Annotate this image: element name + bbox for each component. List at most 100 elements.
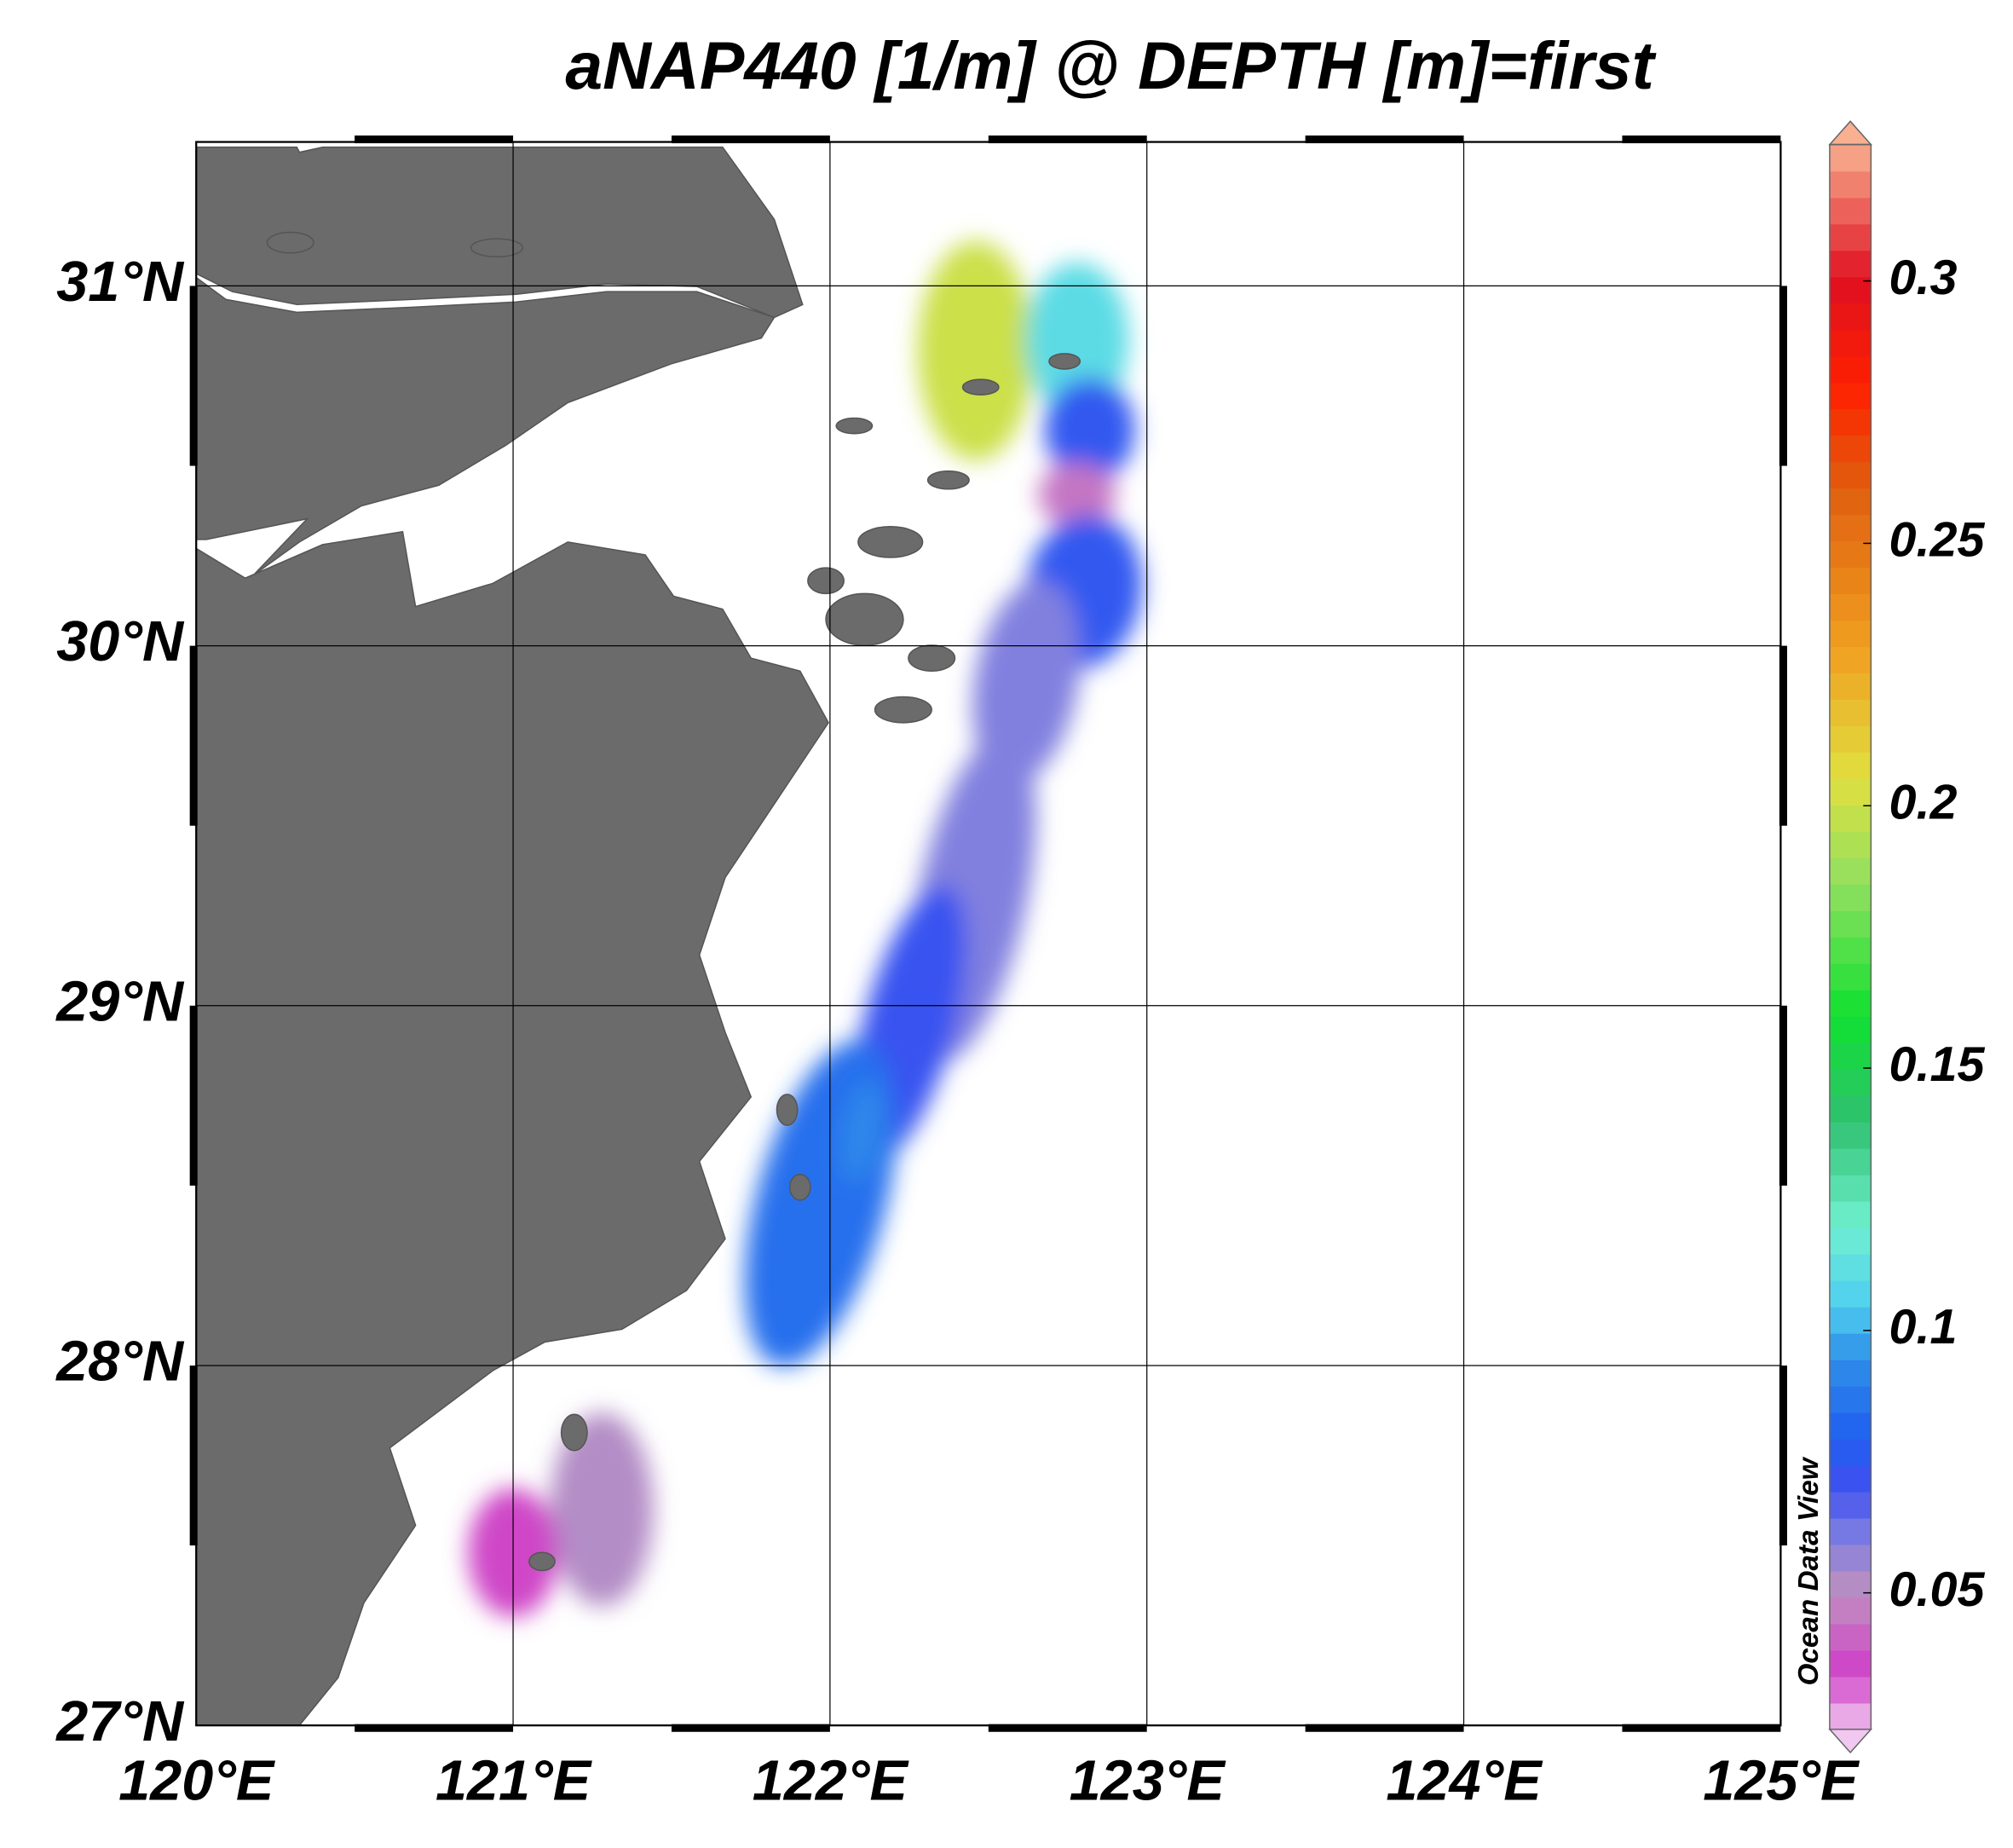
colorbar-step xyxy=(1829,1597,1872,1625)
colorbar-step xyxy=(1829,1702,1872,1730)
field-patch xyxy=(1044,378,1135,482)
island xyxy=(1048,353,1081,370)
land-south xyxy=(196,530,829,1726)
x-tick-label: 120°E xyxy=(118,1749,276,1812)
colorbar-arrow-top xyxy=(1828,120,1873,146)
colorbar-tick-label: 0.1 xyxy=(1889,1300,1958,1354)
colorbar-step xyxy=(1829,1069,1872,1096)
colorbar-step xyxy=(1829,673,1872,701)
colorbar-step xyxy=(1829,646,1872,674)
frame-bar xyxy=(189,1365,198,1546)
field-patch xyxy=(840,1080,883,1183)
colorbar-step xyxy=(1829,488,1872,516)
colorbar-step xyxy=(1829,250,1872,278)
colorbar-step xyxy=(1829,567,1872,595)
colorbar-step xyxy=(1829,725,1872,753)
island xyxy=(961,378,1000,396)
colorbar-step xyxy=(1829,1332,1872,1360)
colorbar-step xyxy=(1829,1412,1872,1440)
island xyxy=(874,696,932,724)
colorbar-tick-label: 0.25 xyxy=(1889,513,1986,568)
colorbar-step xyxy=(1829,461,1872,489)
frame-bar xyxy=(671,1724,830,1732)
field-blobs xyxy=(468,240,1143,1618)
island xyxy=(807,567,845,595)
colorbar-step xyxy=(1829,170,1872,199)
colorbar-step xyxy=(1829,1438,1872,1466)
colorbar-step xyxy=(1829,1306,1872,1334)
land-north xyxy=(196,276,776,576)
colorbar-step xyxy=(1829,1279,1872,1308)
frame-bar xyxy=(1779,1005,1787,1186)
colorbar-step xyxy=(1829,1148,1872,1175)
island xyxy=(266,231,314,254)
colorbar-step xyxy=(1829,805,1872,832)
colorbar-step xyxy=(1829,197,1872,225)
island xyxy=(776,1094,799,1126)
colorbar-step xyxy=(1829,223,1872,251)
colorbar-step xyxy=(1829,1016,1872,1043)
colorbar-step xyxy=(1829,435,1872,463)
frame-bar xyxy=(1622,1724,1781,1732)
colorbar-step xyxy=(1829,1517,1872,1545)
colorbar-step xyxy=(1829,1227,1872,1255)
frame-bars xyxy=(189,135,1787,1732)
colorbar-step xyxy=(1829,699,1872,727)
frame-bar xyxy=(1779,286,1787,466)
colorbar-step xyxy=(1829,1491,1872,1519)
island xyxy=(788,1173,811,1201)
land xyxy=(196,146,1081,1726)
colorbar-step xyxy=(1829,963,1872,990)
island xyxy=(926,470,970,490)
island xyxy=(857,525,924,558)
colorbar-step xyxy=(1829,355,1872,384)
colorbar-step xyxy=(1829,1359,1872,1387)
colorbar-step xyxy=(1829,884,1872,911)
y-tick-label: 28°N xyxy=(55,1331,185,1394)
colorbar-step xyxy=(1829,540,1872,569)
colorbar-step xyxy=(1829,1676,1872,1704)
colorbar-step xyxy=(1829,858,1872,885)
colorbar-step xyxy=(1829,408,1872,436)
colorbar-step xyxy=(1829,752,1872,779)
frame-bar xyxy=(1305,135,1464,144)
colorbar-tick-label: 0.2 xyxy=(1889,775,1958,829)
colorbar-step xyxy=(1829,831,1872,858)
colorbar-step xyxy=(1829,1175,1872,1202)
frame-bar xyxy=(1305,1724,1464,1732)
frame-bar xyxy=(1779,645,1787,826)
colorbar-tick-label: 0.05 xyxy=(1889,1562,1986,1617)
frame-bar xyxy=(355,1724,514,1732)
land-north-top xyxy=(196,146,804,319)
colorbar: 0.05 0.1 0.15 0.2 0.25 0.3 xyxy=(1828,120,1986,1754)
colorbar-step xyxy=(1829,382,1872,410)
island xyxy=(560,1413,588,1452)
colorbar-tick-label: 0.15 xyxy=(1889,1037,1986,1092)
colorbar-step xyxy=(1829,937,1872,964)
island xyxy=(470,238,524,258)
frame-bar xyxy=(671,135,830,144)
x-tick-label: 121°E xyxy=(435,1749,593,1812)
colorbar-step xyxy=(1829,1253,1872,1281)
frame-bar xyxy=(988,1724,1147,1732)
colorbar-step xyxy=(1829,144,1872,172)
field-layer xyxy=(468,240,1143,1618)
colorbar-frame xyxy=(1829,143,1872,1730)
colorbar-step xyxy=(1829,303,1872,331)
x-tick-label: 123°E xyxy=(1070,1749,1227,1812)
colorbar-step xyxy=(1829,514,1872,542)
y-tick-label: 31°N xyxy=(56,251,185,314)
y-tick-label: 30°N xyxy=(56,610,185,673)
colorbar-step xyxy=(1829,1464,1872,1493)
colorbar-step xyxy=(1829,1042,1872,1070)
field-patch xyxy=(1038,462,1116,528)
colorbar-step xyxy=(1829,910,1872,938)
island xyxy=(825,592,904,646)
colorbar-step xyxy=(1829,620,1872,648)
island xyxy=(908,644,956,673)
tick-labels: 120°E 121°E 122°E 123°E 124°E 125°E 27°N 28°N 29… xyxy=(55,251,1860,1812)
colorbar-tick-label: 0.3 xyxy=(1889,251,1958,305)
x-tick-label: 124°E xyxy=(1386,1749,1543,1812)
